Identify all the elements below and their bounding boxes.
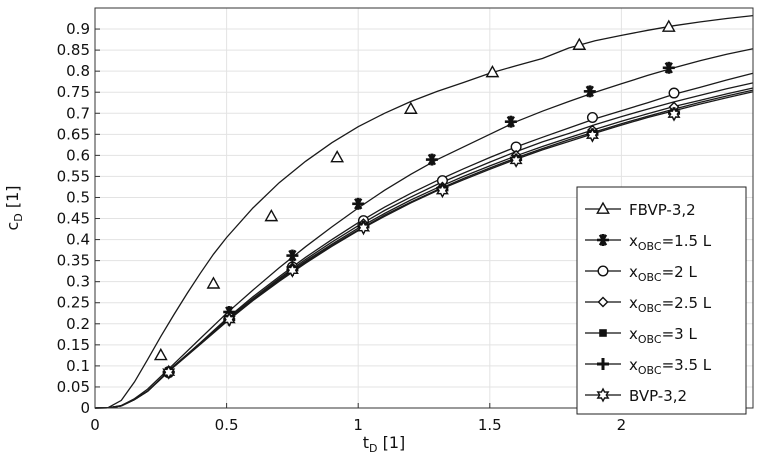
y-tick-label: 0.4 — [66, 231, 90, 249]
y-tick-label: 0.5 — [66, 188, 90, 206]
triangle-marker — [403, 101, 418, 114]
y-tick-label: 0.2 — [66, 315, 90, 333]
y-tick-label: 0.55 — [57, 167, 90, 185]
triangle-marker — [264, 208, 279, 222]
x-tick-label: 0.5 — [215, 416, 239, 434]
y-tick-label: 0.1 — [66, 357, 90, 375]
y-tick-label: 0 — [80, 399, 90, 417]
y-tick-label: 0.75 — [57, 83, 90, 101]
star-marker — [435, 183, 449, 199]
legend: FBVP-3,2 xOBC=1.5 L xOBC=2 L xOBC=2.5 L xOBC… — [576, 186, 747, 415]
star-marker — [586, 127, 599, 143]
circle-marker — [597, 265, 609, 277]
y-tick-label: 0.45 — [57, 210, 90, 228]
legend-entry-label: FBVP-3,2 — [629, 201, 696, 219]
y-tick-label: 0.05 — [57, 378, 90, 396]
circle-marker — [586, 111, 598, 123]
series-line-6 — [94, 91, 754, 409]
asterisk-marker — [597, 234, 609, 246]
triangle-marker — [330, 150, 345, 163]
legend-entry-label: xOBC=2 L — [629, 263, 697, 284]
star-marker — [356, 220, 371, 236]
series-curves — [94, 14, 754, 409]
x-axis-label: tD [1] — [363, 433, 406, 455]
y-tick-label: 0.85 — [57, 41, 90, 59]
y-tick-label: 0.15 — [57, 336, 90, 354]
y-tick-label: 0.65 — [57, 125, 90, 143]
star-marker — [285, 262, 299, 278]
x-tick-label: 2 — [617, 416, 627, 434]
plot-area-frame — [94, 7, 754, 409]
star-marker — [222, 312, 236, 328]
triangle-marker — [661, 19, 676, 32]
star-marker — [162, 364, 176, 380]
plus-marker — [597, 358, 609, 370]
y-tick-label: 0.7 — [66, 104, 90, 122]
asterisk-marker — [504, 115, 517, 128]
y-tick-label: 0.6 — [66, 146, 90, 164]
y-tick-label: 0.25 — [57, 294, 90, 312]
y-tick-label: 0.35 — [57, 252, 90, 270]
triangle-marker — [153, 347, 168, 361]
star-marker — [596, 387, 610, 403]
asterisk-marker — [425, 153, 438, 166]
star-marker — [509, 152, 523, 168]
legend-entry-label: BVP-3,2 — [629, 387, 687, 405]
triangle-marker — [206, 276, 221, 289]
diamond-marker — [597, 296, 609, 308]
series-line-1 — [94, 48, 754, 409]
circle-marker — [668, 87, 680, 99]
triangle-marker — [572, 37, 587, 50]
triangle-marker — [596, 201, 610, 214]
triangle-marker — [485, 64, 500, 78]
x-tick-label: 1.5 — [478, 416, 502, 434]
y-tick-label: 0.8 — [66, 62, 90, 80]
legend-entry-label: xOBC=3 L — [629, 325, 697, 346]
y-axis-label: cD [1] — [3, 185, 25, 230]
y-tick-label: 0.3 — [66, 273, 90, 291]
x-tick-label: 1 — [353, 416, 363, 434]
square-marker — [599, 329, 607, 337]
legend-entry-label: xOBC=3.5 L — [629, 356, 712, 377]
legend-entry-label: xOBC=2.5 L — [629, 294, 712, 315]
x-tick-label: 0 — [90, 416, 100, 434]
asterisk-marker — [352, 197, 365, 210]
series-line-0 — [94, 14, 754, 409]
asterisk-marker — [662, 61, 675, 74]
asterisk-marker — [583, 85, 596, 98]
axis-ticks: 0 0.5 1 1.5 2 0 0.05 0.1 0.15 0.2 0.25 0.3 0.35 0.4 0.… — [57, 20, 627, 434]
y-tick-label: 0.9 — [66, 20, 90, 38]
asterisk-marker — [286, 249, 299, 262]
star-marker — [667, 106, 681, 122]
legend-entry-label: xOBC=1.5 L — [629, 232, 712, 253]
series-markers — [153, 19, 681, 380]
